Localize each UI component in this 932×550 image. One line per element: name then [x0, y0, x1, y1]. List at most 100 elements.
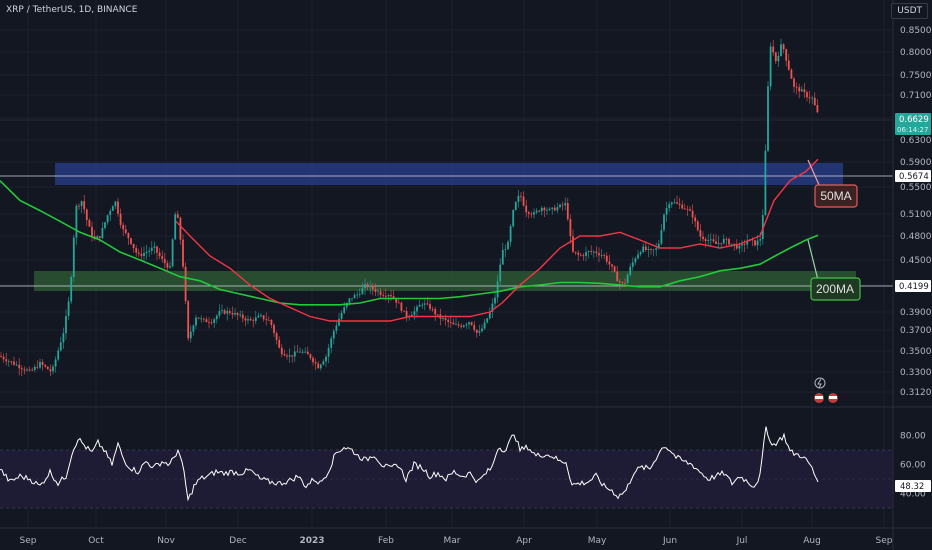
rsi-tick-label: 80.00	[900, 432, 926, 442]
candle-body	[585, 252, 587, 256]
price-tick-label: 0.3500	[900, 347, 932, 357]
candle-body	[803, 89, 806, 93]
candle-body	[163, 259, 166, 264]
candle-body	[507, 241, 509, 250]
candle-body	[364, 284, 366, 289]
candle-body	[538, 210, 541, 212]
candle-body	[293, 351, 296, 357]
currency-badge[interactable]: USDT	[891, 3, 928, 19]
candle-body	[338, 318, 340, 326]
candle-body	[764, 150, 767, 216]
candle-body	[520, 195, 522, 197]
candle-body	[462, 325, 465, 327]
candle-body	[2, 356, 5, 360]
candle-body	[566, 203, 569, 220]
candle-body	[808, 97, 811, 99]
candle-body	[5, 359, 8, 362]
candle-body	[403, 310, 405, 312]
candle-body	[673, 202, 676, 204]
candle-body	[390, 295, 392, 297]
candle-body	[106, 215, 109, 223]
candle-body	[270, 319, 273, 325]
ma200-callout[interactable]	[810, 277, 861, 301]
lightning-icon[interactable]	[814, 377, 826, 389]
candle-body	[330, 338, 333, 348]
candle-body	[78, 205, 80, 207]
us-flag-stripe-2	[829, 396, 837, 399]
ma50-callout[interactable]	[814, 184, 858, 208]
candle-body	[397, 302, 400, 304]
price-tick-label: 0.3300	[900, 368, 932, 378]
candle-body	[410, 314, 413, 317]
candle-body	[475, 329, 478, 333]
candle-body	[559, 204, 561, 208]
candle-body	[743, 244, 746, 245]
candle-body	[691, 210, 694, 218]
candle-body	[423, 303, 426, 305]
candle-body	[777, 55, 780, 62]
price-tick-label: 0.5900	[900, 158, 932, 168]
candle-body	[327, 347, 330, 357]
candle-body	[577, 252, 580, 255]
rsi-line[interactable]	[0, 426, 819, 502]
candle-body	[631, 262, 634, 267]
candle-body	[75, 205, 78, 238]
candle-body	[767, 86, 769, 151]
rsi-axis[interactable]: 80.00 60.00 40.00	[900, 432, 926, 500]
candle-body	[816, 105, 819, 113]
time-tick-label: 2023	[299, 536, 324, 546]
candle-body	[169, 266, 171, 268]
rsi-value-tag	[895, 480, 931, 492]
candle-body	[309, 354, 312, 358]
candle-body	[156, 246, 158, 253]
candle-body	[166, 263, 169, 268]
time-axis[interactable]: Sep Oct Nov Dec 2023 Feb Mar Apr May Jun Jul Aug Sep	[20, 536, 893, 546]
candle-body	[460, 325, 463, 327]
candle-body	[192, 325, 195, 332]
candle-body	[384, 295, 387, 297]
candle-body	[772, 46, 775, 53]
candle-body	[286, 355, 288, 357]
time-tick-label: Nov	[157, 536, 175, 546]
candle-body	[491, 303, 494, 312]
candle-body	[494, 297, 496, 304]
candle-body	[249, 319, 252, 321]
candle-body	[247, 319, 249, 321]
candle-body	[759, 239, 762, 241]
candle-body	[174, 214, 177, 240]
candle-body	[122, 224, 125, 230]
candle-body	[335, 325, 338, 331]
candle-body	[642, 246, 645, 252]
candle-body	[26, 369, 28, 371]
candle-body	[223, 310, 226, 314]
candle-body	[109, 210, 112, 216]
resistance-zone	[55, 163, 843, 185]
candle-body	[314, 362, 317, 364]
candle-body	[605, 255, 608, 262]
candle-body	[483, 322, 486, 329]
candle-body	[132, 243, 135, 249]
candle-body	[618, 281, 621, 283]
candle-body	[7, 361, 10, 363]
candle-body	[44, 364, 47, 367]
candle-body	[101, 227, 104, 239]
candle-body	[782, 44, 785, 50]
candle-body	[720, 242, 723, 244]
candle-body	[707, 240, 710, 242]
candle-body	[655, 248, 658, 250]
symbol-title[interactable]: XRP / TetherUS, 1D, BINANCE	[6, 5, 137, 15]
candle-body	[161, 256, 164, 260]
candle-body	[665, 208, 668, 215]
price-tick-label: 0.8500	[900, 26, 932, 36]
candle-body	[543, 207, 546, 211]
candle-body	[299, 351, 301, 353]
ma200-line[interactable]	[0, 180, 819, 306]
candle-body	[569, 219, 572, 237]
candle-body	[650, 249, 652, 250]
ma50-line[interactable]	[175, 158, 819, 322]
candle-body	[756, 240, 759, 246]
candle-body	[806, 92, 808, 98]
candle-body	[496, 281, 499, 298]
support-zone	[34, 271, 856, 291]
